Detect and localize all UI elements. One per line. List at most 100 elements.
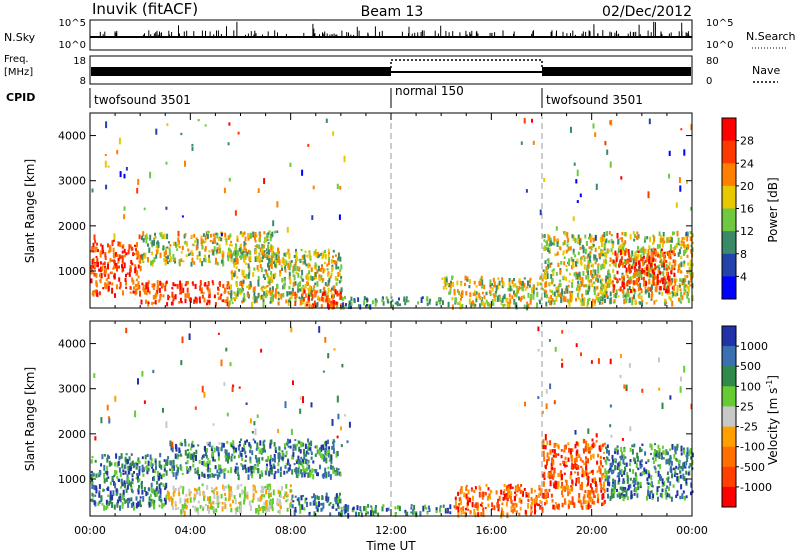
data-cell bbox=[238, 386, 241, 389]
data-cell bbox=[590, 264, 593, 268]
data-cell bbox=[285, 491, 288, 495]
data-cell bbox=[108, 460, 111, 467]
data-cell bbox=[259, 247, 262, 253]
data-cell bbox=[215, 486, 218, 490]
data-cell bbox=[517, 484, 519, 490]
data-cell bbox=[243, 490, 246, 494]
data-cell bbox=[313, 289, 316, 296]
data-cell bbox=[600, 248, 603, 253]
data-cell bbox=[321, 454, 324, 460]
data-cell bbox=[237, 252, 240, 256]
data-cell bbox=[300, 469, 303, 475]
data-cell bbox=[340, 444, 343, 448]
data-cell bbox=[224, 234, 227, 240]
data-cell bbox=[202, 233, 205, 237]
data-cell bbox=[299, 281, 301, 287]
data-cell bbox=[634, 259, 637, 262]
data-cell bbox=[229, 292, 232, 296]
data-cell bbox=[264, 485, 267, 489]
data-cell bbox=[148, 496, 151, 501]
data-cell bbox=[628, 286, 631, 290]
data-cell bbox=[163, 464, 166, 469]
data-cell bbox=[589, 483, 592, 488]
data-cell bbox=[135, 247, 137, 252]
data-cell bbox=[558, 474, 561, 477]
data-cell bbox=[106, 470, 109, 476]
data-cell bbox=[270, 271, 273, 275]
data-cell bbox=[458, 497, 461, 502]
data-cell bbox=[671, 264, 674, 271]
data-cell bbox=[286, 498, 289, 502]
data-cell bbox=[94, 494, 97, 497]
data-cell bbox=[513, 507, 516, 512]
data-cell bbox=[310, 268, 313, 273]
data-cell bbox=[570, 471, 573, 475]
data-cell bbox=[403, 296, 406, 302]
cpid-strip: CPID twofsound 3501 normal 150 twofsound… bbox=[6, 84, 643, 108]
data-cell bbox=[656, 244, 659, 249]
data-cell bbox=[269, 498, 272, 501]
data-cell bbox=[652, 457, 655, 460]
data-cell bbox=[650, 267, 653, 272]
data-cell bbox=[321, 265, 324, 270]
data-cell bbox=[681, 468, 684, 472]
data-cell bbox=[541, 473, 544, 478]
data-cell bbox=[587, 476, 590, 479]
beam-title: Beam 13 bbox=[361, 4, 424, 20]
data-cell bbox=[156, 489, 159, 494]
data-cell bbox=[229, 244, 232, 247]
data-cell bbox=[116, 476, 119, 479]
data-cell bbox=[206, 284, 209, 290]
data-cell bbox=[332, 255, 334, 259]
data-cell bbox=[680, 128, 683, 131]
data-cell bbox=[640, 277, 643, 280]
data-cell bbox=[170, 496, 173, 500]
data-cell bbox=[639, 259, 642, 262]
data-cell bbox=[198, 296, 201, 302]
data-cell bbox=[260, 267, 263, 273]
data-cell bbox=[139, 258, 142, 264]
data-cell bbox=[263, 286, 266, 289]
data-cell bbox=[537, 396, 540, 399]
data-cell bbox=[443, 281, 446, 284]
data-cell bbox=[121, 264, 123, 269]
data-cell bbox=[670, 297, 673, 302]
data-cell bbox=[636, 271, 639, 277]
data-cell bbox=[119, 171, 122, 178]
data-cell bbox=[644, 286, 647, 289]
data-cell bbox=[570, 454, 573, 459]
data-cell bbox=[233, 250, 235, 256]
data-cell bbox=[542, 445, 545, 450]
data-cell bbox=[178, 447, 181, 453]
data-cell bbox=[121, 463, 124, 469]
data-cell bbox=[261, 248, 264, 253]
data-cell bbox=[284, 259, 286, 265]
data-cell bbox=[191, 281, 194, 285]
data-cell bbox=[557, 481, 560, 487]
data-cell bbox=[293, 463, 296, 466]
data-cell bbox=[184, 298, 187, 304]
data-cell bbox=[154, 232, 156, 236]
data-cell bbox=[426, 512, 429, 515]
data-cell bbox=[149, 454, 152, 460]
data-cell bbox=[627, 249, 630, 255]
data-cell bbox=[213, 447, 216, 453]
data-cell bbox=[172, 506, 175, 511]
data-cell bbox=[657, 271, 660, 274]
data-cell bbox=[567, 490, 570, 497]
data-cell bbox=[98, 500, 101, 505]
data-cell bbox=[313, 300, 316, 306]
data-cell bbox=[232, 446, 235, 452]
data-cell bbox=[634, 472, 637, 477]
data-cell bbox=[265, 500, 268, 507]
data-cell bbox=[578, 497, 581, 501]
data-cell bbox=[297, 455, 300, 462]
data-cell bbox=[99, 273, 101, 278]
data-cell bbox=[320, 502, 323, 506]
data-cell bbox=[508, 283, 511, 286]
data-cell bbox=[272, 458, 275, 461]
data-cell bbox=[234, 298, 236, 302]
data-cell bbox=[579, 257, 582, 261]
data-cell bbox=[267, 262, 269, 268]
data-cell bbox=[543, 492, 546, 496]
